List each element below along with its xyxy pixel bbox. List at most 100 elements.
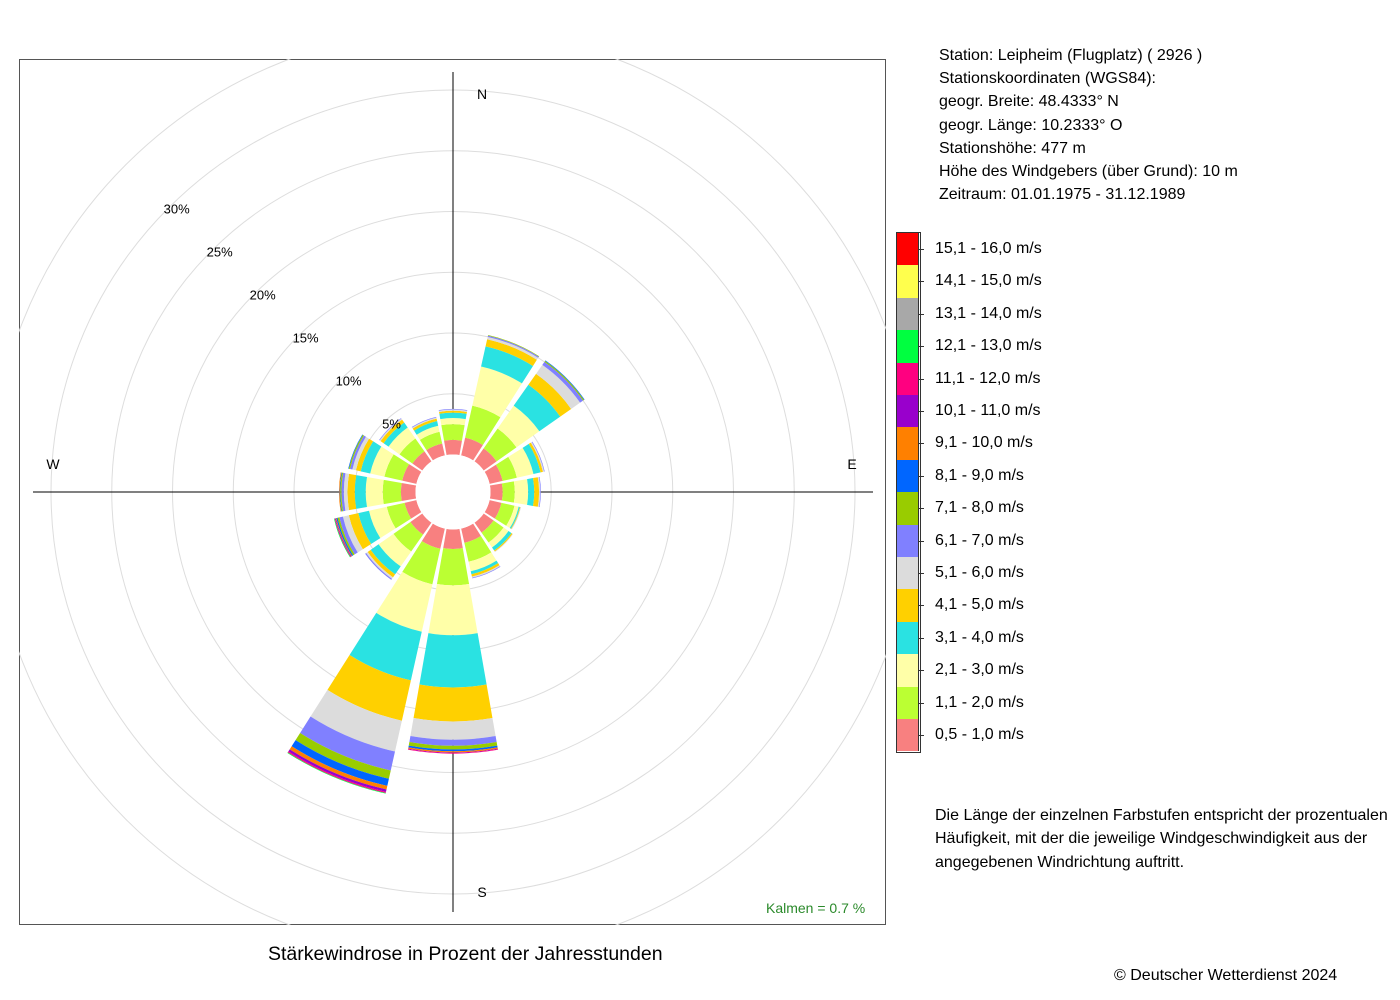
wedge-segment-WSW-6 — [342, 515, 363, 553]
wedge-segment-S-12 — [408, 749, 498, 754]
wedge-segment-SSO-7 — [472, 566, 501, 579]
legend-item: 9,1 - 10,0 m/s — [896, 427, 1356, 460]
wedge-segment-NNW-2 — [419, 431, 443, 451]
radial-label: 25% — [207, 245, 233, 260]
wedge-segment-NW-2 — [399, 438, 425, 464]
sensor-height: Höhe des Windgebers (über Grund): 10 m — [939, 163, 1238, 181]
legend-item: 1,1 - 2,0 m/s — [896, 686, 1356, 719]
wedge-segment-SW-7 — [365, 553, 392, 580]
wedge-segment-O-3 — [513, 479, 529, 505]
legend-item: 12,1 - 13,0 m/s — [896, 330, 1356, 363]
wedge-segment-ONO-3 — [508, 447, 534, 478]
legend-item: 10,1 - 11,0 m/s — [896, 395, 1356, 428]
wedge-segment-NW-5 — [380, 419, 405, 444]
wedge-segment-ONO-4 — [522, 443, 541, 475]
wedge-segment-WSW-8 — [337, 517, 355, 556]
legend-swatch — [896, 362, 919, 395]
compass-label-e: E — [847, 456, 856, 472]
wedge-segment-O-7 — [539, 476, 541, 508]
wedge-segment-NNO-3 — [472, 366, 522, 418]
wedge-segment-O-6 — [537, 476, 541, 508]
wedge-segment-OSO-3 — [506, 505, 519, 529]
wedge-segment-S-7 — [409, 736, 497, 746]
wedge-segment-WNW-7 — [350, 435, 366, 470]
legend-item: 15,1 - 16,0 m/s — [896, 233, 1356, 266]
legend-swatch — [896, 395, 919, 428]
wedge-segment-SW-2 — [393, 521, 424, 552]
wedge-segment-S-3 — [428, 584, 478, 636]
wedge-segment-OSO-5 — [510, 506, 521, 530]
legend-label: 12,1 - 13,0 m/s — [935, 337, 1042, 355]
wedge-segment-NW-4 — [383, 422, 408, 447]
legend-label: 13,1 - 14,0 m/s — [935, 304, 1042, 322]
wedge-segment-NO-6 — [536, 364, 581, 409]
legend-tick — [919, 540, 924, 542]
wedge-segment-NW-6 — [379, 418, 403, 442]
wedge-segment-W-1 — [400, 483, 417, 501]
wedge-segment-NNO-4 — [481, 346, 533, 384]
legend-swatch — [896, 233, 919, 266]
legend-item: 4,1 - 5,0 m/s — [896, 589, 1356, 622]
legend-swatch — [896, 297, 919, 331]
wedge-segment-SW-3 — [378, 533, 412, 567]
legend-label: 0,5 - 1,0 m/s — [935, 726, 1024, 743]
wedge-segment-N-2 — [441, 424, 465, 441]
legend-label: 8,1 - 9,0 m/s — [935, 466, 1024, 484]
chart-caption: Stärkewindrose in Prozent der Jahresstun… — [268, 943, 663, 965]
wedge-segment-NNW-5 — [412, 418, 438, 431]
wedge-segment-SSO-1 — [461, 523, 481, 543]
wedge-segment-WNW-6 — [352, 436, 370, 471]
legend-tick — [919, 573, 924, 574]
wedge-segment-WNW-4 — [360, 441, 382, 474]
legend-swatch — [896, 686, 919, 719]
wedge-segment-SO-1 — [474, 513, 494, 533]
wedge-segment-SSW-8 — [295, 732, 391, 779]
copyright: © Deutscher Wetterdienst 2024 — [1114, 967, 1338, 984]
wedge-segment-SSW-11 — [288, 749, 387, 792]
legend-tick — [919, 735, 924, 736]
wedge-segment-O-5 — [533, 477, 540, 507]
wedge-segment-NNO-2 — [465, 405, 501, 445]
wedge-segment-ONO-1 — [484, 464, 503, 484]
wedge-segment-SSW-1 — [421, 523, 445, 549]
wedge-segment-W-10 — [338, 472, 342, 512]
wedge-segment-OSO-1 — [484, 500, 502, 519]
wedge-segment-S-10 — [408, 747, 498, 753]
wedge-segment-ONO-5 — [528, 442, 543, 473]
wind-rose-wedges — [287, 335, 585, 794]
wedge-segment-NNW-1 — [426, 443, 445, 461]
wedge-segment-O-4 — [527, 478, 535, 506]
legend-swatch — [896, 492, 919, 525]
wedge-segment-SW-5 — [367, 549, 396, 578]
station-elevation: Stationshöhe: 477 m — [939, 139, 1086, 157]
wedge-segment-S-2 — [436, 548, 470, 586]
legend-tick — [919, 605, 924, 607]
legend-item: 0,5 - 1,0 m/s — [896, 719, 1356, 752]
note-line-3: angegebenen Windrichtung auftritt. — [935, 853, 1185, 871]
legend-label: 3,1 - 4,0 m/s — [935, 628, 1024, 646]
legend-label: 10,1 - 11,0 m/s — [935, 402, 1041, 419]
wedge-segment-S-8 — [408, 741, 498, 750]
wedge-segment-NNO-5 — [485, 339, 537, 366]
wedge-segment-SSO-6 — [471, 565, 501, 578]
wedge-segment-SSO-2 — [464, 535, 492, 562]
wedge-segment-WNW-2 — [384, 454, 410, 481]
legend-swatch — [896, 459, 919, 493]
wedge-segment-NO-4 — [513, 384, 561, 432]
wedge-segment-SW-4 — [370, 544, 401, 575]
legend-item: 7,1 - 8,0 m/s — [896, 492, 1356, 525]
wedge-segment-NO-3 — [497, 405, 540, 448]
plot-frame — [19, 59, 886, 925]
legend-tick — [919, 249, 924, 250]
time-period: Zeitraum: 01.01.1975 - 31.12.1989 — [939, 186, 1186, 204]
legend-label: 2,1 - 3,0 m/s — [935, 661, 1024, 679]
wedge-segment-SW-6 — [366, 551, 394, 579]
station-name: Station: Leipheim (Flugplatz) ( 2926 ) — [939, 47, 1203, 64]
wedge-segment-N-6 — [438, 409, 468, 412]
radial-label: 30% — [164, 202, 190, 217]
legend-tick — [919, 281, 924, 283]
wedge-segment-N-1 — [444, 439, 462, 456]
legend-swatch — [896, 427, 919, 460]
wedge-segment-NO-7 — [542, 361, 584, 403]
legend-swatch — [896, 524, 919, 557]
